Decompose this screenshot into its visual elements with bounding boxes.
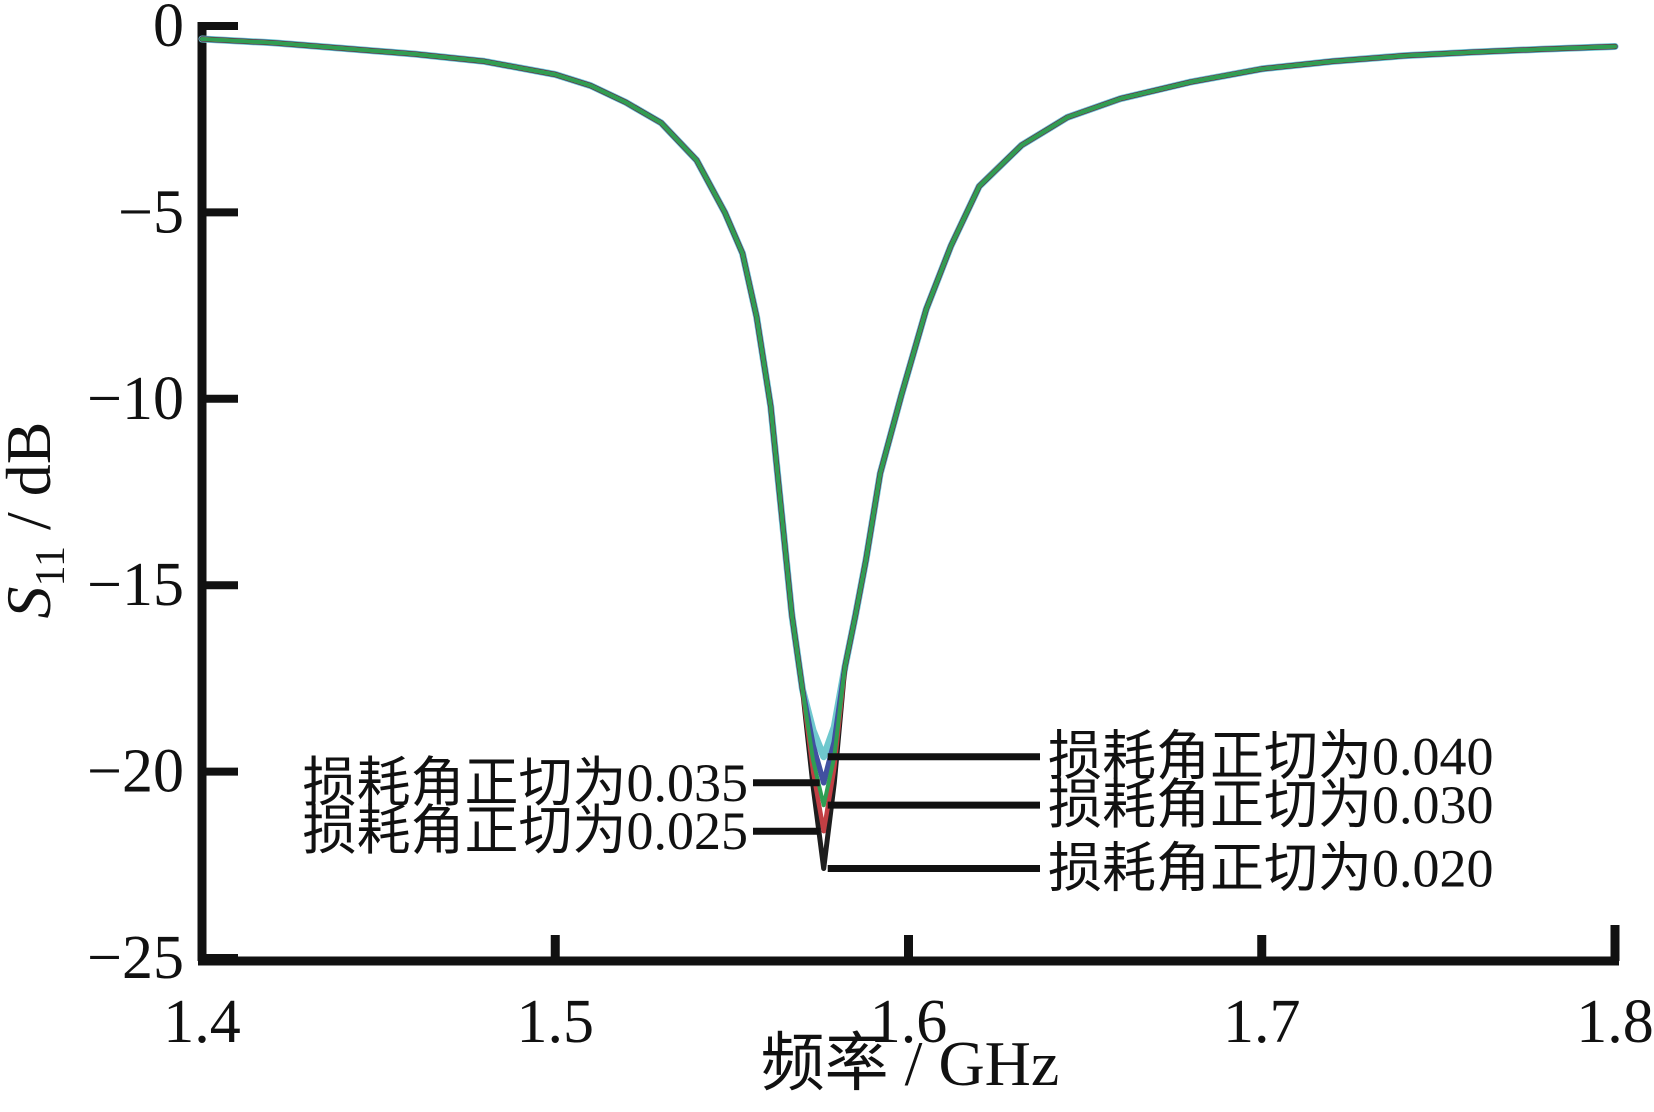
- y-tick-label: −25: [87, 924, 184, 992]
- y-axis-tick-labels: 0 −5 −10 −15 −20 −25: [87, 0, 184, 992]
- x-axis-tick-labels: 1.4 1.5 1.6 1.7 1.8: [163, 988, 1654, 1056]
- annotation-label-0.040: 损耗角正切为0.040: [1048, 727, 1494, 787]
- y-axis-ticks: [202, 22, 238, 962]
- y-tick-label: −20: [87, 738, 184, 806]
- x-axis-title: 频率 / GHz: [761, 1028, 1060, 1099]
- series-line-0.040: [198, 35, 1619, 761]
- y-axis-title: S11 / dB: [0, 422, 74, 619]
- y-tick-label: −15: [87, 551, 184, 619]
- y-tick-label: −10: [87, 365, 184, 433]
- annotation-label-0.020: 损耗角正切为0.020: [1048, 839, 1494, 899]
- annotation-label-0.030: 损耗角正切为0.030: [1048, 775, 1494, 835]
- series-line-0.030: [200, 37, 1617, 808]
- x-axis-ticks: [550, 925, 1620, 961]
- x-tick-label: 1.7: [1223, 988, 1301, 1056]
- y-tick-label: −5: [118, 178, 184, 246]
- annotation-label-0.035: 损耗角正切为0.035: [303, 753, 749, 813]
- annotation-label-0.025: 损耗角正切为0.025: [303, 801, 749, 861]
- x-tick-label: 1.4: [163, 988, 241, 1056]
- x-tick-label: 1.6: [870, 988, 948, 1056]
- series-line-0.025: [199, 36, 1618, 834]
- series-line-0.035: [199, 36, 1618, 786]
- x-tick-label: 1.8: [1576, 988, 1654, 1056]
- curve-annotations: 损耗角正切为0.035损耗角正切为0.025损耗角正切为0.040损耗角正切为0…: [303, 727, 1494, 899]
- y-tick-label: 0: [153, 0, 184, 60]
- series-curves: [198, 35, 1619, 871]
- x-tick-label: 1.5: [517, 988, 595, 1056]
